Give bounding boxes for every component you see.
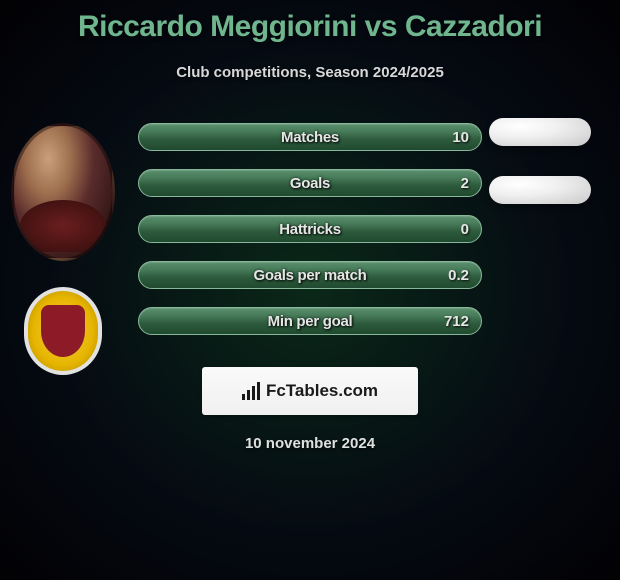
stat-label: Matches [281, 129, 339, 146]
stat-bar-min-per-goal: Min per goal 712 [138, 307, 482, 335]
stat-label: Hattricks [279, 221, 341, 238]
right-player-column [480, 118, 600, 204]
watermark-text: FcTables.com [266, 381, 378, 401]
stat-bars: Matches 10 Goals 2 Hattricks 0 Goals per… [138, 123, 482, 335]
stat-value: 2 [461, 175, 469, 192]
bar-chart-icon [242, 382, 260, 400]
footer-date: 10 november 2024 [0, 435, 620, 452]
stat-bar-hattricks: Hattricks 0 [138, 215, 482, 243]
stat-bar-matches: Matches 10 [138, 123, 482, 151]
stat-value: 10 [452, 129, 469, 146]
watermark-badge: FcTables.com [202, 367, 418, 415]
stat-bar-goals: Goals 2 [138, 169, 482, 197]
comparison-content: Matches 10 Goals 2 Hattricks 0 Goals per… [0, 123, 620, 452]
stat-value: 0 [461, 221, 469, 238]
player1-team-badge [24, 287, 102, 375]
page-subtitle: Club competitions, Season 2024/2025 [0, 64, 620, 81]
player2-photo-placeholder [489, 118, 591, 146]
stat-value: 712 [444, 313, 469, 330]
stat-label: Goals [290, 175, 330, 192]
left-player-column [8, 123, 118, 375]
stat-label: Goals per match [253, 267, 366, 284]
stat-bar-goals-per-match: Goals per match 0.2 [138, 261, 482, 289]
player2-team-placeholder [489, 176, 591, 204]
page-title: Riccardo Meggiorini vs Cazzadori [0, 0, 620, 44]
stat-label: Min per goal [268, 313, 353, 330]
player1-photo [11, 123, 115, 261]
stat-value: 0.2 [448, 267, 469, 284]
